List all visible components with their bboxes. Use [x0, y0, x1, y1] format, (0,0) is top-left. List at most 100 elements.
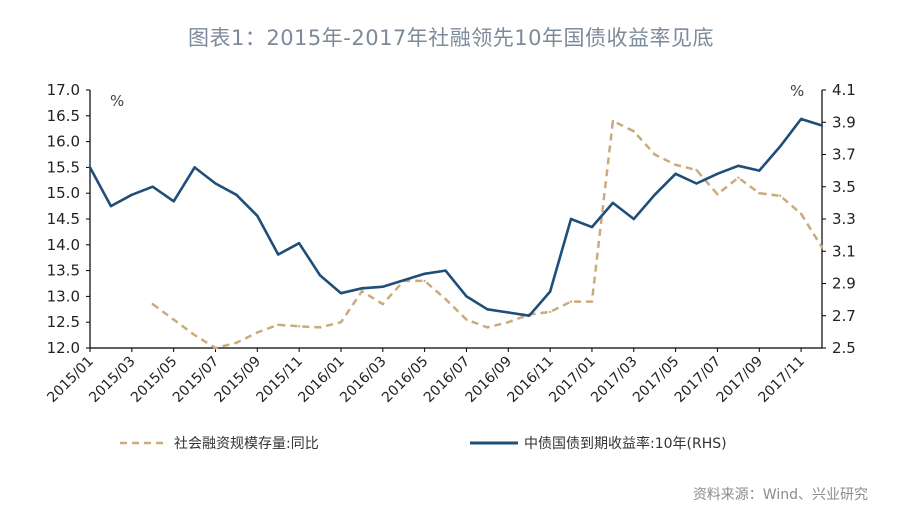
source-note: 资料来源：Wind、兴业研究	[692, 487, 868, 503]
series-point	[758, 192, 761, 195]
series-point	[297, 325, 301, 328]
series-point	[569, 217, 573, 221]
series-point	[611, 119, 615, 123]
left-tick-label: 13.5	[47, 262, 80, 280]
series-point	[737, 164, 740, 167]
series-point	[423, 279, 426, 283]
left-tick-label: 13.0	[47, 287, 80, 305]
right-axis-ticks: 2.5 2.7 2.9 3.1 3.3 3.5 3.7 3.9 4.1	[822, 81, 856, 357]
left-tick-label: 12.0	[47, 339, 80, 357]
left-tick-label: 14.0	[47, 236, 80, 254]
series-point	[381, 285, 384, 288]
right-axis-unit: %	[790, 82, 804, 100]
series-point	[528, 314, 531, 317]
right-tick-label: 3.5	[832, 178, 856, 196]
series-line-bond-yield	[88, 117, 823, 317]
right-tick-label: 2.9	[832, 275, 856, 293]
left-tick-label: 16.5	[47, 107, 80, 125]
series-point	[256, 331, 259, 334]
series-point	[444, 297, 447, 301]
series-point	[109, 204, 113, 208]
series-point	[193, 333, 196, 337]
series-point	[779, 194, 782, 197]
series-point	[88, 166, 92, 169]
series-point	[339, 321, 343, 324]
x-axis-ticks: 2015/012015/032015/052015/072015/092015/…	[44, 348, 808, 406]
series-point	[193, 166, 196, 169]
chart-title: 图表1：2015年-2017年社融领先10年国债收益率见底	[187, 26, 715, 50]
series-point	[758, 169, 761, 172]
series-point	[151, 185, 154, 188]
series-point	[318, 274, 322, 277]
series-point	[716, 193, 719, 196]
series-point	[674, 163, 677, 166]
series-point	[486, 308, 489, 311]
series-point	[214, 346, 217, 350]
series-point	[277, 253, 280, 256]
series-point	[632, 217, 635, 221]
legend-label-bond-yield: 中债国债到期收益率:10年(RHS)	[524, 435, 727, 452]
series-point	[297, 242, 301, 245]
series-point	[653, 193, 656, 196]
series-point	[507, 311, 510, 314]
legend: 社会融资规模存量:同比 中债国债到期收益率:10年(RHS)	[120, 435, 727, 452]
series-point	[423, 272, 426, 275]
series-point	[402, 279, 405, 282]
series-point	[611, 201, 615, 205]
series-point	[737, 176, 740, 179]
series-point	[465, 318, 468, 321]
series-point	[444, 269, 447, 272]
series-point	[465, 295, 468, 298]
series-point	[235, 193, 238, 196]
x-tick-label: 2017/11	[755, 354, 807, 406]
series-point	[674, 172, 677, 175]
left-tick-label: 12.5	[47, 313, 80, 331]
series-point	[632, 130, 635, 133]
series-point	[799, 212, 803, 215]
series-point	[277, 323, 280, 326]
right-tick-label: 4.1	[832, 81, 856, 99]
series-point	[486, 326, 489, 329]
series-point	[653, 153, 656, 156]
series-point	[214, 182, 217, 185]
series-point	[548, 290, 552, 293]
left-tick-label: 14.5	[47, 210, 80, 228]
series-line-social-financing	[151, 119, 824, 350]
left-tick-label: 15.0	[47, 184, 80, 202]
series-point	[820, 124, 824, 127]
series-point	[548, 310, 552, 314]
series-point	[235, 341, 238, 344]
series-point	[172, 200, 175, 203]
legend-label-social-financing: 社会融资规模存量:同比	[174, 436, 319, 452]
series-point	[590, 225, 594, 229]
right-tick-label: 3.7	[832, 146, 856, 164]
left-tick-label: 15.5	[47, 158, 80, 176]
series-point	[569, 300, 573, 303]
right-tick-label: 3.3	[832, 210, 856, 228]
left-axis-ticks: 12.0 12.5 13.0 13.5 14.0 14.5 15.0 15.5 16.0 16.5…	[47, 81, 90, 357]
series-point	[695, 182, 698, 185]
series-point	[779, 145, 782, 148]
series-point	[172, 318, 175, 321]
series-point	[360, 290, 364, 293]
series-point	[716, 172, 719, 175]
series-point	[256, 214, 259, 217]
series-point	[799, 117, 803, 121]
series-point	[507, 321, 510, 324]
series-point	[590, 300, 594, 303]
series-point	[820, 246, 824, 249]
left-tick-label: 16.0	[47, 133, 80, 151]
series-point	[339, 292, 343, 295]
right-tick-label: 2.7	[832, 307, 856, 325]
left-tick-label: 17.0	[47, 81, 80, 99]
series-layer	[88, 117, 824, 350]
series-point	[151, 302, 154, 306]
right-tick-label: 3.9	[832, 113, 856, 131]
series-point	[695, 168, 698, 172]
right-tick-label: 3.1	[832, 242, 856, 260]
series-point	[360, 287, 364, 290]
right-tick-label: 2.5	[832, 339, 856, 357]
series-point	[381, 302, 384, 306]
series-point	[130, 193, 133, 196]
